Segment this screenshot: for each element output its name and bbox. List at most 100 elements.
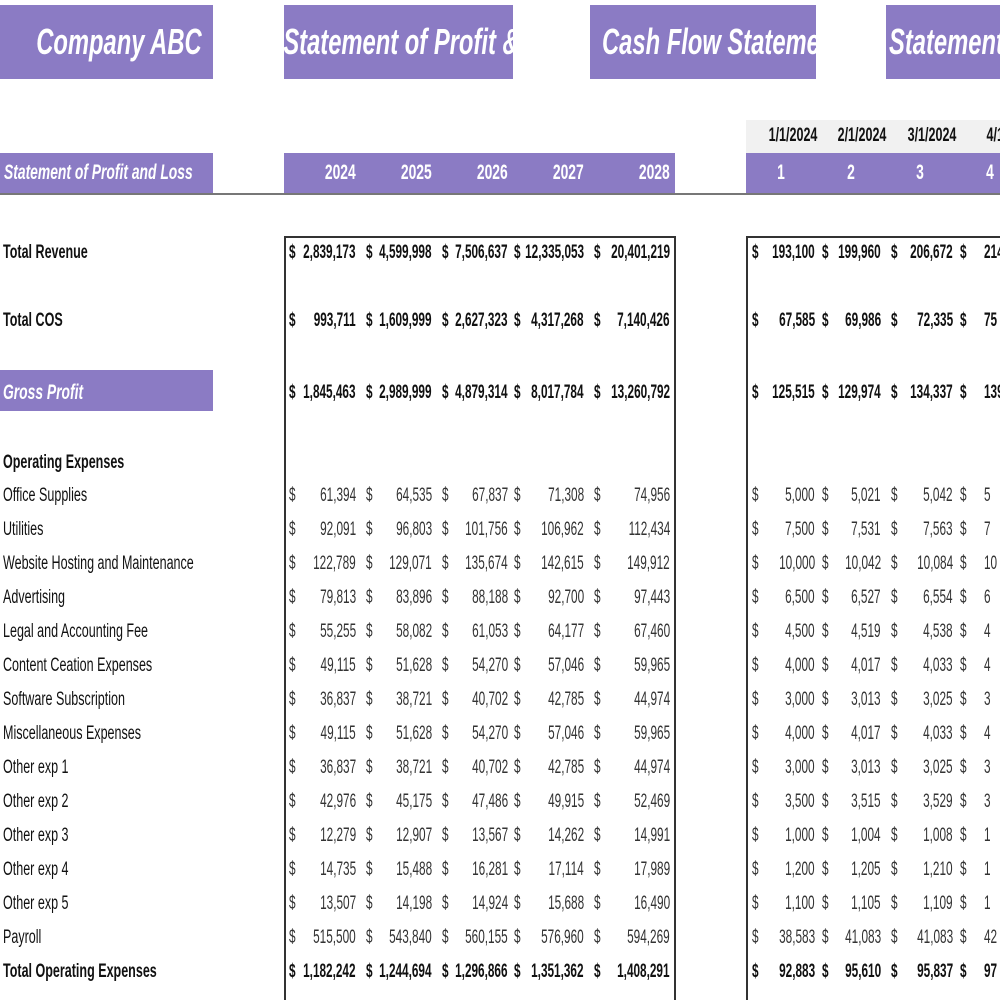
annual-value[interactable]: 97,443 [633,587,670,608]
monthly-value[interactable]: 206,672 [910,242,953,263]
annual-value[interactable]: 2,839,173 [303,242,356,263]
monthly-value[interactable]: 1 [984,825,991,846]
annual-value[interactable]: 12,335,053 [525,242,584,263]
monthly-value[interactable]: 3,529 [923,791,953,812]
annual-value[interactable]: 106,962 [541,519,584,540]
monthly-value[interactable]: 7,563 [923,519,953,540]
annual-value[interactable]: 112,434 [628,519,670,540]
monthly-value[interactable]: 10,084 [916,553,953,574]
annual-value[interactable]: 14,262 [547,825,584,846]
monthly-value[interactable]: 67,585 [778,310,815,331]
monthly-value[interactable]: 4,000 [785,655,815,676]
annual-value[interactable]: 44,974 [633,689,670,710]
annual-value[interactable]: 74,956 [633,485,670,506]
annual-value[interactable]: 40,702 [471,757,508,778]
monthly-value[interactable]: 1,008 [923,825,953,846]
annual-value[interactable]: 51,628 [395,655,432,676]
annual-value[interactable]: 16,490 [633,893,670,914]
annual-value[interactable]: 49,915 [547,791,584,812]
annual-value[interactable]: 79,813 [319,587,356,608]
monthly-value[interactable]: 7 [984,519,991,540]
annual-value[interactable]: 59,965 [633,723,670,744]
monthly-value[interactable]: 3,000 [785,689,815,710]
monthly-value[interactable]: 1,200 [785,859,815,880]
monthly-value[interactable]: 1,100 [785,893,815,914]
monthly-value[interactable]: 5,000 [785,485,815,506]
annual-value[interactable]: 36,837 [319,757,356,778]
monthly-value[interactable]: 7,500 [785,519,815,540]
monthly-value[interactable]: 4,033 [923,655,953,676]
annual-value[interactable]: 14,991 [633,825,670,846]
monthly-value[interactable]: 95,837 [916,961,953,982]
annual-value[interactable]: 54,270 [471,723,508,744]
annual-value[interactable]: 42,785 [547,689,584,710]
annual-value[interactable]: 135,674 [465,553,508,574]
monthly-value[interactable]: 10 [984,553,998,574]
annual-value[interactable]: 47,486 [471,791,508,812]
monthly-value[interactable]: 41,083 [916,927,953,948]
monthly-value[interactable]: 5 [984,485,991,506]
monthly-value[interactable]: 7,531 [851,519,881,540]
annual-value[interactable]: 13,260,792 [611,382,670,403]
annual-value[interactable]: 1,182,242 [303,961,356,982]
annual-value[interactable]: 594,269 [627,927,670,948]
annual-value[interactable]: 36,837 [319,689,356,710]
monthly-value[interactable]: 3,515 [851,791,881,812]
monthly-value[interactable]: 92,883 [778,961,815,982]
annual-value[interactable]: 20,401,219 [611,242,670,263]
annual-value[interactable]: 4,599,998 [379,242,432,263]
monthly-value[interactable]: 6 [984,587,991,608]
annual-value[interactable]: 71,308 [547,485,584,506]
annual-value[interactable]: 45,175 [395,791,432,812]
annual-value[interactable]: 52,469 [633,791,670,812]
annual-value[interactable]: 14,924 [471,893,508,914]
monthly-value[interactable]: 1,109 [923,893,953,914]
monthly-value[interactable]: 4 [984,655,991,676]
annual-value[interactable]: 61,053 [471,621,508,642]
monthly-value[interactable]: 3,500 [785,791,815,812]
annual-value[interactable]: 129,071 [389,553,432,574]
annual-value[interactable]: 16,281 [471,859,508,880]
annual-value[interactable]: 54,270 [471,655,508,676]
annual-value[interactable]: 57,046 [547,655,584,676]
annual-value[interactable]: 83,896 [395,587,432,608]
annual-value[interactable]: 61,394 [319,485,356,506]
annual-value[interactable]: 92,700 [547,587,584,608]
annual-value[interactable]: 1,351,362 [531,961,584,982]
annual-value[interactable]: 576,960 [541,927,584,948]
monthly-value[interactable]: 97 [984,961,998,982]
annual-value[interactable]: 55,255 [319,621,356,642]
annual-value[interactable]: 101,756 [465,519,508,540]
annual-value[interactable]: 49,115 [320,655,356,676]
annual-value[interactable]: 7,140,426 [617,310,670,331]
monthly-value[interactable]: 214 [984,242,1000,263]
monthly-value[interactable]: 4 [984,723,991,744]
annual-value[interactable]: 57,046 [547,723,584,744]
monthly-value[interactable]: 4,017 [851,723,881,744]
monthly-value[interactable]: 129,974 [838,382,881,403]
annual-value[interactable]: 1,296,866 [455,961,508,982]
monthly-value[interactable]: 4 [984,621,991,642]
annual-value[interactable]: 88,188 [471,587,508,608]
monthly-value[interactable]: 134,337 [910,382,953,403]
annual-value[interactable]: 2,627,323 [455,310,508,331]
annual-value[interactable]: 40,702 [471,689,508,710]
monthly-value[interactable]: 1,000 [785,825,815,846]
monthly-value[interactable]: 4,500 [785,621,815,642]
monthly-value[interactable]: 1,004 [851,825,881,846]
monthly-value[interactable]: 1 [984,893,991,914]
annual-value[interactable]: 42,976 [319,791,356,812]
annual-value[interactable]: 42,785 [547,757,584,778]
annual-value[interactable]: 38,721 [395,757,432,778]
monthly-value[interactable]: 3,025 [923,689,953,710]
monthly-value[interactable]: 4,033 [923,723,953,744]
annual-value[interactable]: 14,198 [395,893,432,914]
monthly-value[interactable]: 1,205 [851,859,881,880]
annual-value[interactable]: 1,408,291 [617,961,670,982]
annual-value[interactable]: 4,879,314 [455,382,508,403]
monthly-value[interactable]: 5,021 [851,485,881,506]
monthly-value[interactable]: 193,100 [772,242,815,263]
monthly-value[interactable]: 4,519 [851,621,881,642]
monthly-value[interactable]: 75 [984,310,998,331]
annual-value[interactable]: 993,711 [314,310,356,331]
